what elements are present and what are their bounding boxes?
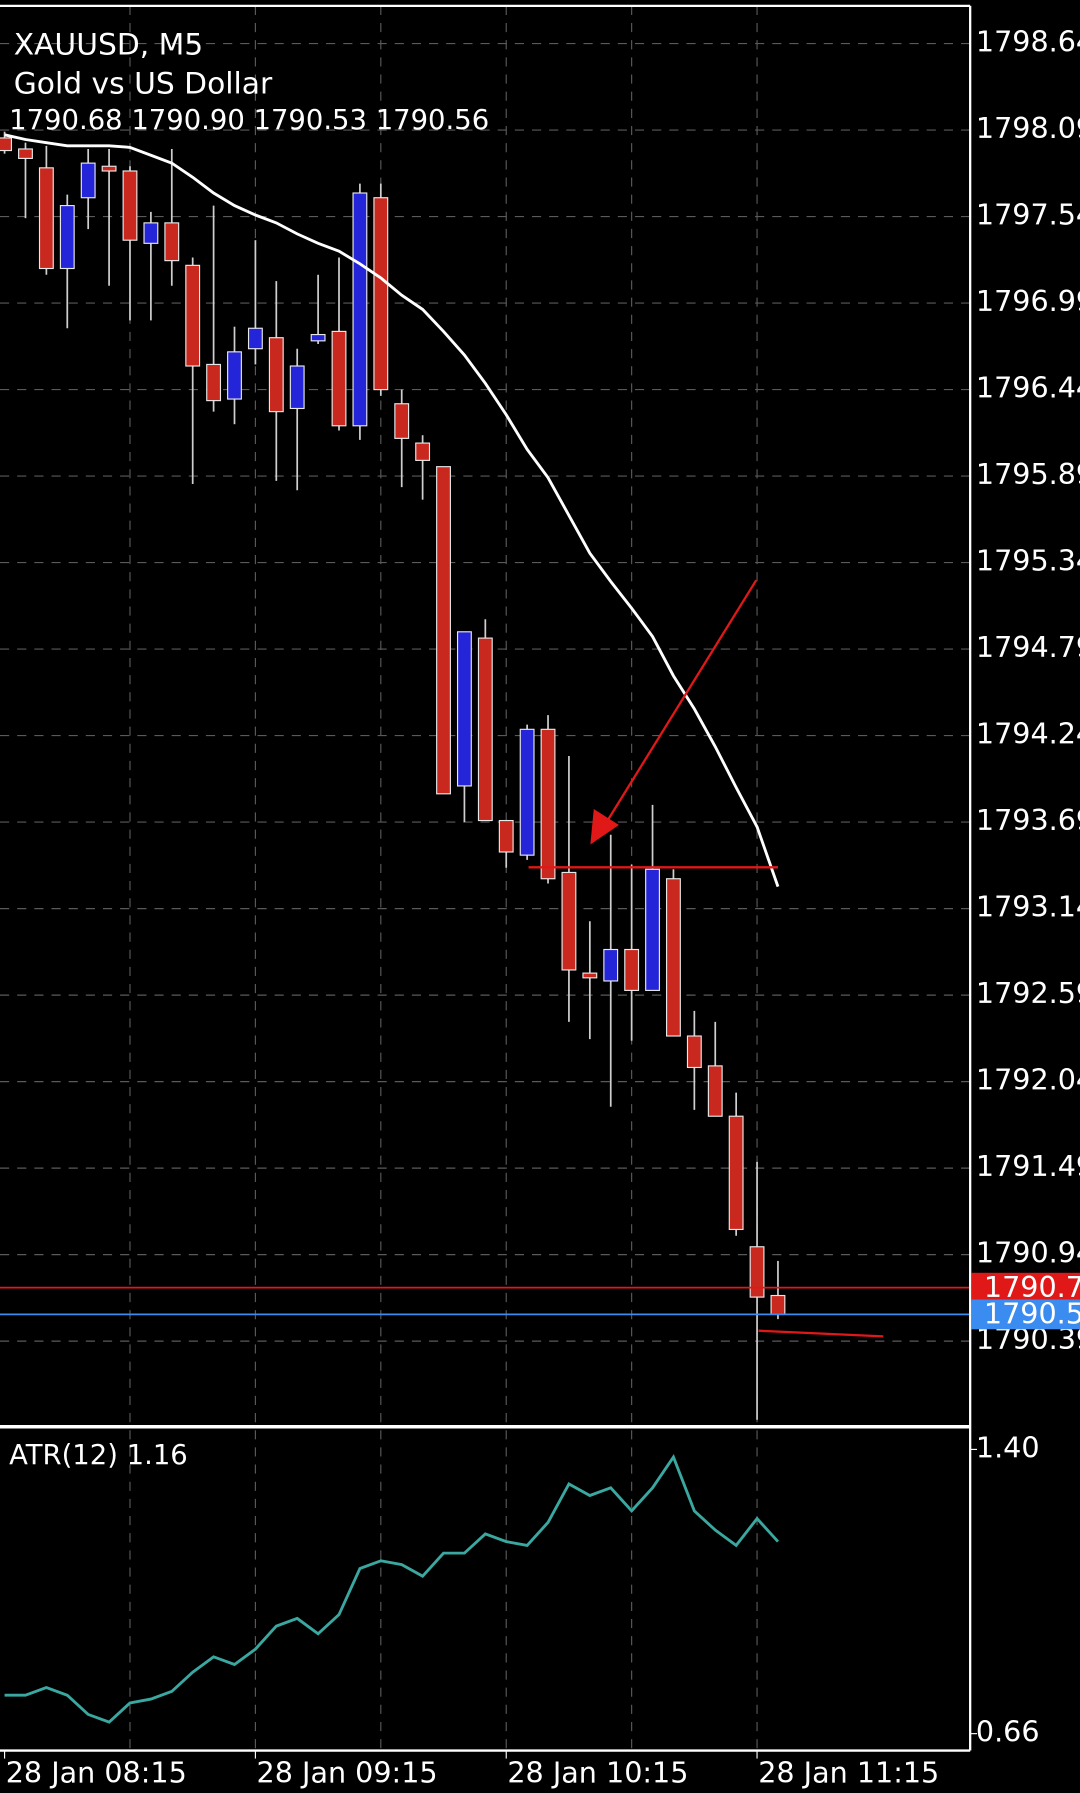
candle-body (498, 819, 514, 853)
candle-body (749, 1246, 765, 1298)
y-tick-label: 1798.09 (976, 111, 1080, 145)
y-tick-label: 1792.04 (976, 1063, 1080, 1097)
candle-body (80, 162, 96, 199)
drawn-objects (528, 579, 884, 1338)
y-tick-label: 1798.64 (976, 25, 1080, 59)
candle-body (603, 948, 619, 982)
candle-body (247, 327, 263, 350)
candle-body (540, 728, 556, 880)
candle-body (18, 148, 33, 159)
y-tick-label: 1792.59 (976, 976, 1080, 1010)
drawn-arrow (603, 579, 758, 827)
candle-body (770, 1294, 786, 1315)
y-tick-label: 1791.49 (976, 1149, 1080, 1183)
candle-body (436, 466, 451, 795)
candle-body (101, 165, 117, 172)
y-tick-label: 1793.14 (976, 890, 1080, 924)
x-tick-label: 28 Jan 08:15 (6, 1756, 187, 1790)
ohlc-annotation: 1790.68 1790.90 1790.53 1790.56 (9, 105, 489, 136)
price-label-box (971, 1299, 1080, 1330)
candle-body (289, 365, 305, 410)
y-tick-label: 1793.69 (976, 803, 1080, 837)
price-label: 1790.73 (984, 1270, 1080, 1304)
candle-body (185, 264, 201, 367)
candle-body (310, 333, 326, 342)
candle-body (38, 167, 54, 270)
chart-title: XAUUSD, M5 (14, 27, 203, 62)
candle-body (666, 878, 681, 1037)
y-tick-label: 1795.34 (976, 544, 1080, 578)
candle-body (686, 1035, 702, 1069)
y-tick-label: 1797.54 (976, 198, 1080, 232)
candle-body (268, 337, 284, 413)
y-tick-label: 1794.24 (976, 717, 1080, 751)
y-tick-label: 1795.89 (976, 457, 1080, 491)
candle-body (519, 728, 535, 856)
y-tick-label: 1794.79 (976, 630, 1080, 664)
candle-body (582, 972, 598, 979)
y-tick-label: 1796.99 (976, 284, 1080, 318)
atr-line (4, 1454, 780, 1724)
candle-body (227, 351, 242, 400)
price-label-box (971, 1272, 1080, 1303)
candle-body (624, 948, 640, 991)
chart-subtitle: Gold vs US Dollar (14, 66, 273, 101)
candle-body (122, 170, 138, 241)
candle-body (477, 637, 493, 822)
moving-average (4, 133, 780, 888)
candle-body (164, 222, 180, 262)
candle-body (206, 363, 222, 402)
plot-area (0, 131, 971, 1724)
candle-body (707, 1065, 723, 1117)
y-tick-label: 0.66 (976, 1715, 1040, 1749)
candle-body (415, 442, 431, 461)
candle-body (645, 868, 660, 991)
candle-body (394, 403, 410, 439)
price-label: 1790.56 (984, 1297, 1080, 1331)
y-tick-label: 1.40 (976, 1430, 1040, 1464)
candle-body (352, 192, 368, 427)
frame (0, 4, 972, 1752)
x-tick-label: 28 Jan 10:15 (507, 1756, 688, 1790)
candle-body (143, 222, 159, 244)
arrow-head (590, 808, 619, 845)
y-tick-label: 1790.94 (976, 1236, 1080, 1270)
grid (0, 5, 971, 1751)
y-tick-label: 1796.44 (976, 371, 1080, 405)
candle-body (373, 197, 389, 391)
axes: 1798.64 1798.09 1797.54 1796.99 1796.44 1795.… (4, 25, 1080, 1790)
drawn-trendline (758, 1329, 884, 1338)
candle-body (59, 205, 75, 270)
x-tick-label: 28 Jan 11:15 (758, 1756, 939, 1790)
atr-title: ATR(12) 1.16 (9, 1440, 188, 1471)
candle-body (456, 631, 472, 787)
candle-body (728, 1115, 744, 1231)
x-tick-label: 28 Jan 09:15 (257, 1756, 438, 1790)
candle-body (331, 330, 347, 427)
candle-body (0, 137, 13, 152)
candle-body (561, 871, 577, 971)
